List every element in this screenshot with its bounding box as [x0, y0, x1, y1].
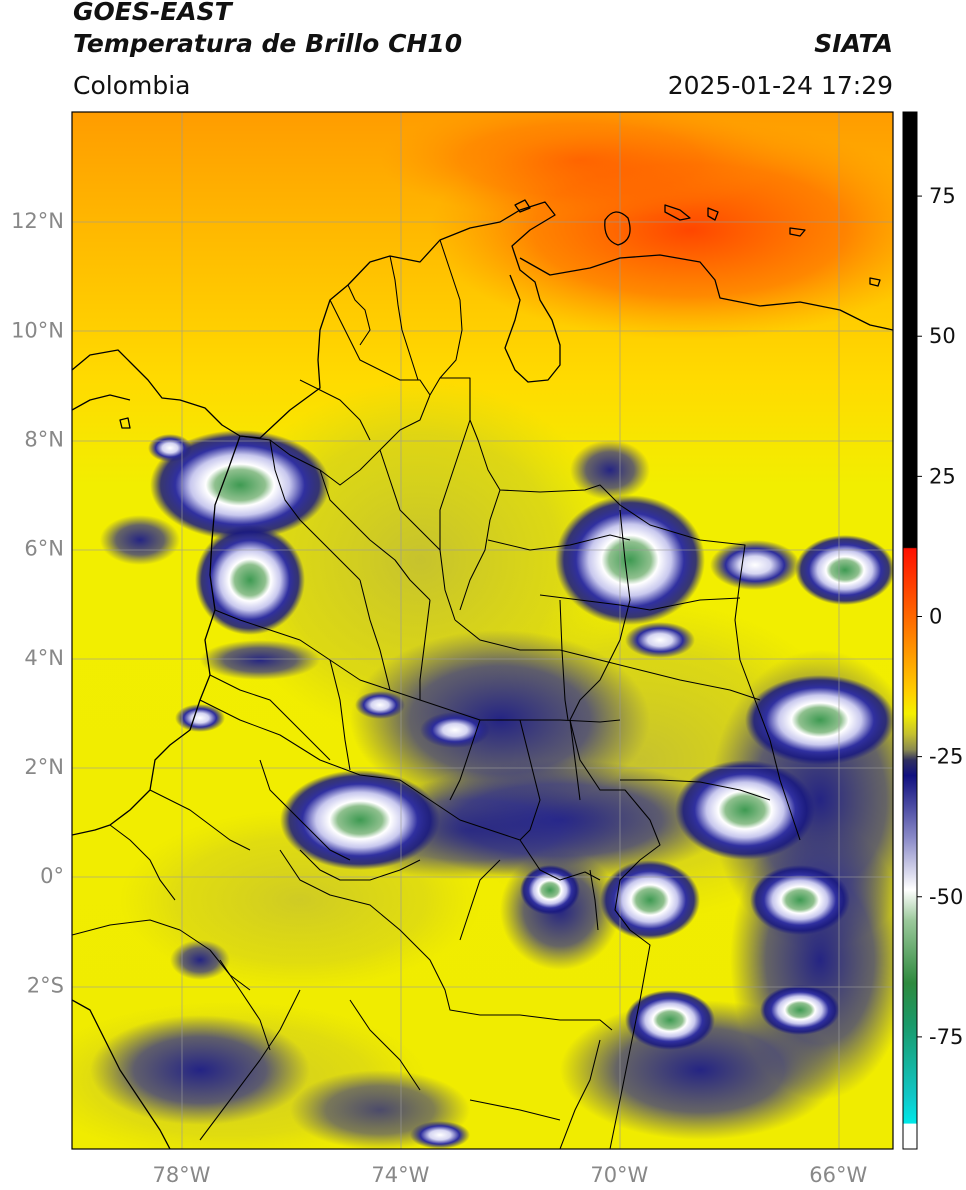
satellite-title: GOES-EAST: [73, 0, 232, 26]
longitude-labels: 78°W 74°W 70°W 66°W: [152, 1163, 867, 1187]
colorbar: [903, 112, 917, 1149]
lat-tick-label: 4°N: [24, 646, 64, 670]
colorbar-tick-label: -50: [929, 885, 963, 909]
political-borders: [72, 239, 801, 1149]
lat-tick-label: 6°N: [24, 537, 64, 561]
lon-tick-label: 66°W: [809, 1163, 867, 1187]
lat-tick-label: 12°N: [11, 209, 64, 233]
brightness-temperature-field: [72, 112, 893, 1149]
product-title: Temperatura de Brillo CH10: [73, 29, 463, 58]
lon-tick-label: 78°W: [152, 1163, 210, 1187]
colorbar-tick-label: 75: [929, 184, 956, 208]
colorbar-frame: [902, 111, 918, 1150]
colorbar-tick-label: 0: [929, 604, 942, 628]
lat-tick-label: 8°N: [24, 427, 64, 451]
map-frame: [71, 111, 894, 1150]
lon-tick-label: 74°W: [371, 1163, 429, 1187]
lat-tick-label: 0°: [40, 864, 64, 888]
lat-tick-label: 2°N: [24, 755, 64, 779]
lat-tick-label: 2°S: [27, 973, 64, 997]
colorbar-tick-label: 50: [929, 324, 956, 348]
colorbar-tick-label: -75: [929, 1025, 963, 1049]
colorbar-tick-label: 25: [929, 464, 956, 488]
colorbar-tick-label: -25: [929, 745, 963, 769]
region-label: Colombia: [73, 71, 191, 100]
lon-tick-label: 70°W: [590, 1163, 648, 1187]
timestamp-label: 2025-01-24 17:29: [667, 71, 893, 100]
graticule: [72, 112, 893, 1149]
colorbar-labels: 75 50 25 0 -25 -50 -75: [917, 184, 963, 1049]
source-label: SIATA: [814, 29, 893, 58]
lat-tick-label: 10°N: [11, 318, 64, 342]
latitude-labels: 12°N 10°N 8°N 6°N 4°N 2°N 0° 2°S: [11, 209, 64, 997]
